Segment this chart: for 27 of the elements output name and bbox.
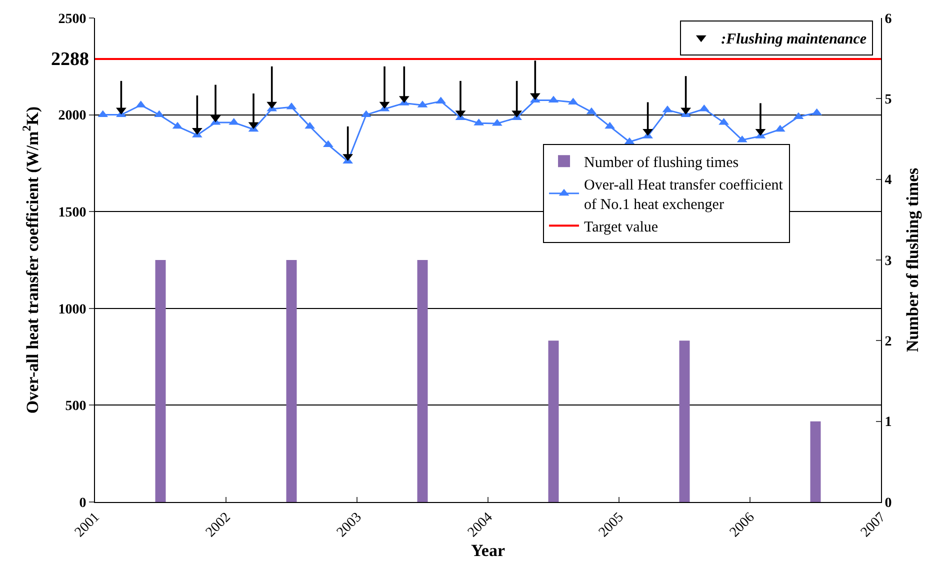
legend-label: Target value: [584, 219, 658, 236]
y2-tick-label: 5: [884, 92, 892, 108]
y2-tick-label: 3: [884, 254, 892, 269]
y2-tick-label: 0: [884, 496, 892, 511]
y-tick-label: 1000: [58, 302, 86, 318]
legend-label: Number of flushing times: [584, 154, 739, 171]
bar: [417, 260, 428, 502]
x-axis-title: Year: [471, 540, 506, 560]
y-tick-label: 500: [65, 399, 86, 414]
bar: [286, 260, 297, 502]
y2-tick-label: 6: [884, 12, 892, 27]
bar: [810, 421, 821, 502]
bar: [548, 340, 559, 502]
annotation: 2288: [51, 49, 89, 70]
legend-label: Over-all Heat transfer coefficient of No.1 heat exchenger: [584, 177, 784, 213]
y-tick-label: 2500: [58, 12, 86, 27]
y2-axis-title: Number of flushing times: [903, 167, 922, 352]
bar: [155, 260, 166, 502]
x-tick-label: 2001: [72, 510, 103, 540]
y2-tick-label: 2: [884, 334, 892, 350]
legend-label: :Flushing maintenance: [721, 32, 867, 48]
y-tick-label: 1500: [58, 206, 86, 220]
y2-tick-label: 1: [884, 415, 892, 430]
y2-tick-label: 4: [884, 173, 892, 188]
bar: [679, 340, 690, 502]
y-tick-label: 2000: [58, 108, 86, 124]
y-tick-label: 0: [79, 496, 86, 511]
